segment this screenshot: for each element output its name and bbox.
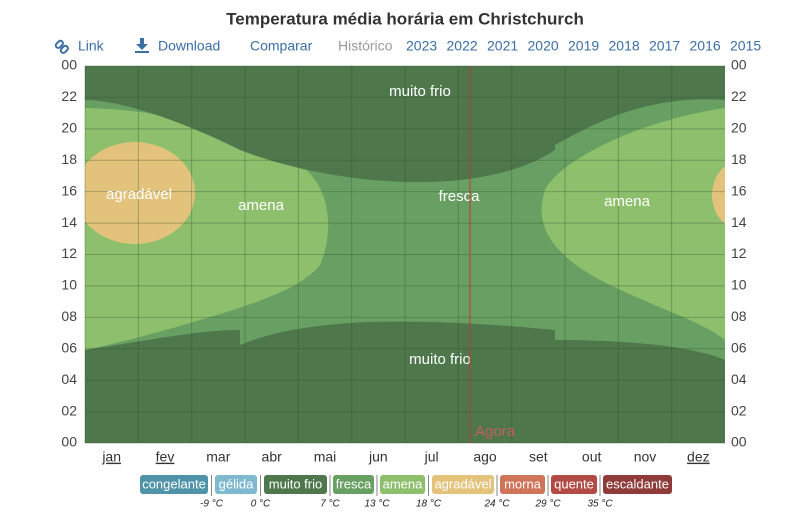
y-tick-label-right: 18 bbox=[731, 151, 747, 167]
legend-label: agradável bbox=[434, 476, 491, 491]
year-link[interactable]: 2020 bbox=[528, 38, 559, 54]
threshold-label: -9 °C bbox=[200, 499, 224, 510]
legend-label: fresca bbox=[336, 476, 372, 491]
y-tick-label-right: 10 bbox=[731, 277, 747, 293]
link-button[interactable]: Link bbox=[78, 38, 105, 54]
region-amena bbox=[541, 108, 725, 340]
y-tick-label-right: 06 bbox=[731, 339, 747, 355]
legend-label: quente bbox=[554, 476, 594, 491]
threshold-label: 24 °C bbox=[483, 499, 510, 510]
threshold-label: 18 °C bbox=[416, 499, 442, 510]
y-tick-label: 06 bbox=[61, 339, 77, 355]
y-tick-label-right: 20 bbox=[731, 120, 747, 136]
region-agradavel bbox=[712, 166, 725, 224]
x-tick-label: abr bbox=[262, 449, 283, 465]
year-link[interactable]: 2017 bbox=[649, 38, 680, 54]
legend-label: escaldante bbox=[606, 476, 669, 491]
plot-area bbox=[85, 66, 725, 443]
year-link[interactable]: 2019 bbox=[568, 38, 599, 54]
region-label: amena bbox=[238, 197, 285, 214]
legend-swatch bbox=[140, 475, 208, 494]
legend-swatch bbox=[500, 475, 545, 494]
x-tick-label[interactable]: fev bbox=[156, 449, 175, 465]
legend-label: amena bbox=[383, 476, 424, 491]
legend-swatch bbox=[432, 475, 494, 494]
y-tick-label-right: 00 bbox=[731, 434, 747, 450]
y-tick-label: 12 bbox=[61, 245, 77, 261]
legend-swatch bbox=[333, 475, 374, 494]
legend-label: muito frio bbox=[269, 476, 322, 491]
region-agradavel bbox=[85, 142, 195, 244]
legend-label: congelante bbox=[142, 476, 206, 491]
x-tick-label[interactable]: dez bbox=[687, 449, 710, 465]
x-tick-label: ago bbox=[473, 449, 497, 465]
x-tick-label[interactable]: jan bbox=[101, 449, 121, 465]
threshold-label: 13 °C bbox=[364, 499, 390, 510]
year-link[interactable]: 2015 bbox=[730, 38, 761, 54]
legend-label: morna bbox=[504, 476, 542, 491]
threshold-label: 35 °C bbox=[587, 499, 613, 510]
y-tick-label: 18 bbox=[61, 151, 77, 167]
threshold-label: 29 °C bbox=[534, 499, 561, 510]
x-tick-label: nov bbox=[634, 449, 657, 465]
y-tick-label: 02 bbox=[61, 402, 77, 418]
y-tick-label-right: 02 bbox=[731, 402, 747, 418]
region-label: muito frio bbox=[409, 351, 471, 368]
region-muito-frio bbox=[85, 66, 725, 183]
region-label: amena bbox=[604, 193, 651, 210]
y-tick-label: 00 bbox=[61, 57, 77, 73]
now-label: Agora bbox=[475, 423, 516, 440]
chart-title: Temperatura média horária em Christchurc… bbox=[226, 9, 584, 28]
y-tick-label: 00 bbox=[61, 434, 77, 450]
x-tick-label: jul bbox=[424, 449, 439, 465]
history-label: Histórico bbox=[338, 38, 393, 54]
threshold-label: 0 °C bbox=[251, 499, 271, 510]
year-link[interactable]: 2018 bbox=[609, 38, 640, 54]
year-link[interactable]: 2023 bbox=[406, 38, 437, 54]
y-tick-label: 14 bbox=[61, 214, 77, 230]
y-tick-label: 04 bbox=[61, 371, 77, 387]
year-link[interactable]: 2022 bbox=[447, 38, 478, 54]
compare-button[interactable]: Comparar bbox=[250, 38, 313, 54]
y-tick-label-right: 14 bbox=[731, 214, 747, 230]
legend-swatch bbox=[603, 475, 672, 494]
threshold-label: 7 °C bbox=[320, 499, 340, 510]
y-tick-label: 20 bbox=[61, 120, 77, 136]
legend-swatch bbox=[215, 475, 257, 494]
y-tick-label-right: 16 bbox=[731, 182, 747, 198]
y-tick-label: 16 bbox=[61, 182, 77, 198]
legend-swatch bbox=[551, 475, 597, 494]
x-tick-label: out bbox=[582, 449, 602, 465]
y-tick-label: 08 bbox=[61, 308, 77, 324]
y-tick-label: 22 bbox=[61, 88, 77, 104]
y-tick-label-right: 12 bbox=[731, 245, 747, 261]
region-label: muito frio bbox=[389, 83, 451, 100]
y-tick-label-right: 04 bbox=[731, 371, 747, 387]
download-button[interactable]: Download bbox=[158, 38, 220, 54]
link-icon bbox=[54, 39, 69, 54]
region-muito-frio bbox=[85, 321, 725, 443]
legend-label: gélida bbox=[219, 476, 254, 491]
x-tick-label: mai bbox=[314, 449, 337, 465]
y-tick-label-right: 08 bbox=[731, 308, 747, 324]
year-link[interactable]: 2016 bbox=[690, 38, 721, 54]
y-tick-label-right: 22 bbox=[731, 88, 747, 104]
y-tick-label-right: 00 bbox=[731, 57, 747, 73]
y-tick-label: 10 bbox=[61, 277, 77, 293]
x-tick-label: set bbox=[529, 449, 548, 465]
region-label: agradável bbox=[106, 186, 172, 203]
legend-swatch bbox=[264, 475, 327, 494]
download-icon bbox=[135, 38, 149, 53]
year-link[interactable]: 2021 bbox=[487, 38, 518, 54]
region-label: fresca bbox=[439, 188, 481, 205]
x-tick-label: jun bbox=[368, 449, 388, 465]
legend-swatch bbox=[380, 475, 425, 494]
x-tick-label: mar bbox=[206, 449, 230, 465]
